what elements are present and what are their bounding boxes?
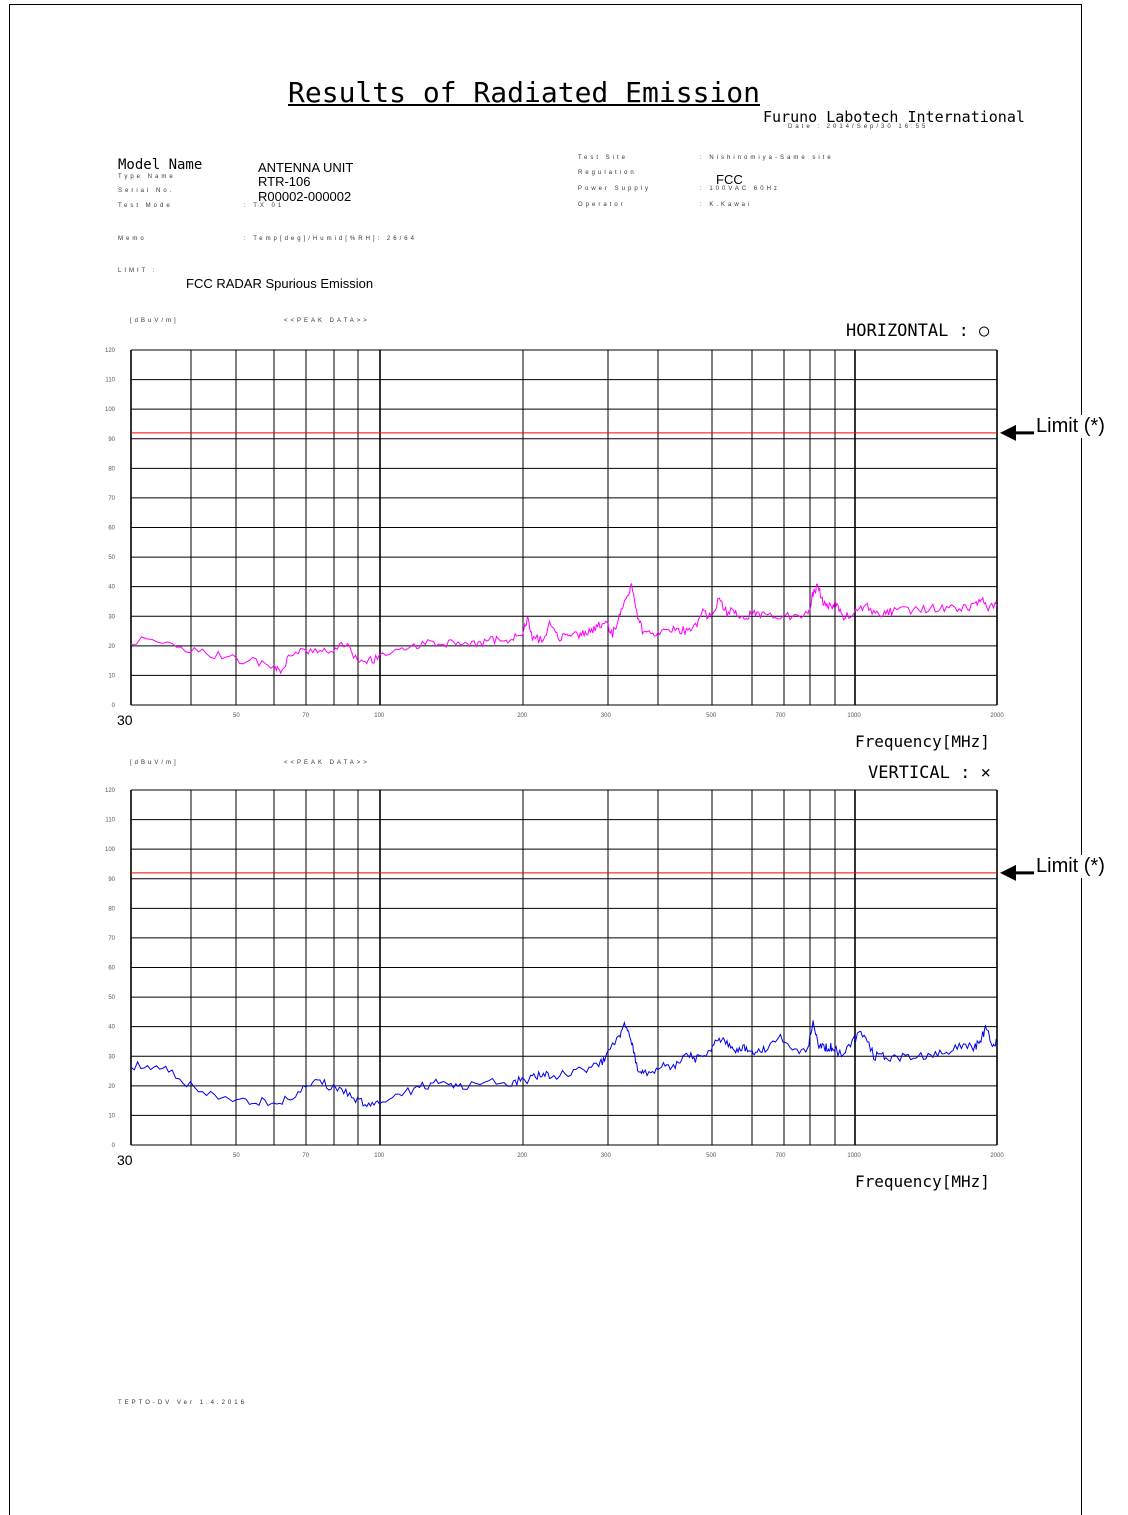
memo-value: : Temp[deg]/Humid[%RH]: 26/64 bbox=[244, 236, 417, 242]
side-rule-2 bbox=[1081, 895, 1082, 1515]
chart2-x-tick-label: 300 bbox=[601, 1153, 612, 1159]
chart1-x-tick-label: 30 bbox=[117, 712, 133, 728]
test-mode-value: : TX 01 bbox=[244, 203, 285, 209]
chart1-y-tick-label: 100 bbox=[105, 407, 116, 413]
chart1-polarization-label: HORIZONTAL : ○ bbox=[846, 321, 990, 341]
chart2-y-tick-label: 90 bbox=[108, 877, 115, 883]
chart2-x-tick-label: 30 bbox=[117, 1152, 133, 1168]
chart2-y-tick-label: 40 bbox=[108, 1025, 115, 1031]
chart1-y-tick-label: 0 bbox=[112, 703, 116, 709]
chart1-x-tick-label: 100 bbox=[374, 713, 385, 719]
regulation-value: FCC bbox=[716, 172, 743, 187]
chart2-unit-label: [dBuV/m] bbox=[130, 760, 179, 766]
chart1-y-tick-label: 110 bbox=[105, 378, 115, 384]
chart2-y-tick-label: 20 bbox=[108, 1084, 115, 1090]
memo-label: Memo bbox=[118, 236, 147, 242]
chart1-x-tick-label: 700 bbox=[776, 713, 787, 719]
chart1-y-tick-label: 60 bbox=[108, 526, 115, 532]
company-name: Furuno Labotech International bbox=[763, 108, 1025, 126]
limit-label: LIMIT : bbox=[118, 268, 158, 274]
page-title: Results of Radiated Emission bbox=[288, 76, 761, 109]
test-site-label: Test Site bbox=[578, 155, 629, 161]
chart2-limit-arrow-head bbox=[1000, 864, 1016, 881]
chart1-xlabel: Frequency[MHz] bbox=[855, 732, 990, 751]
date-line: Date : 2014/Sep/30 16:55 bbox=[788, 124, 929, 130]
chart1-y-tick-label: 120 bbox=[105, 348, 116, 354]
limit-value: FCC RADAR Spurious Emission bbox=[186, 276, 374, 291]
chart1-y-tick-label: 80 bbox=[108, 466, 115, 472]
chart1-x-tick-label: 2000 bbox=[990, 713, 1004, 719]
chart1-x-tick-label: 70 bbox=[302, 713, 309, 719]
chart1-x-tick-label: 500 bbox=[706, 713, 717, 719]
chart2-x-tick-label: 50 bbox=[233, 1153, 240, 1159]
chart2-y-tick-label: 110 bbox=[105, 818, 115, 824]
operator-value: : K.Kawai bbox=[700, 202, 753, 208]
chart2-peak-label: <<PEAK DATA>> bbox=[284, 760, 370, 766]
chart2-x-tick-label: 1000 bbox=[847, 1153, 861, 1159]
chart1-y-tick-label: 30 bbox=[108, 614, 115, 620]
chart1-y-tick-label: 90 bbox=[108, 437, 115, 443]
chart2-x-tick-label: 200 bbox=[517, 1153, 528, 1159]
chart1-peak-label: <<PEAK DATA>> bbox=[284, 318, 370, 324]
chart2-y-tick-label: 50 bbox=[108, 995, 115, 1001]
chart2-x-tick-label: 500 bbox=[706, 1153, 717, 1159]
chart2-y-tick-label: 0 bbox=[112, 1143, 116, 1149]
model-name-value: ANTENNA UNIT bbox=[258, 160, 354, 175]
operator-label: Operator bbox=[578, 202, 626, 208]
test-site-value: : Nishinomiya-Same site bbox=[700, 155, 834, 161]
chart2-y-tick-label: 60 bbox=[108, 966, 115, 972]
chart2-x-tick-label: 700 bbox=[776, 1153, 787, 1159]
chart1-y-tick-label: 70 bbox=[108, 496, 115, 502]
chart2-y-tick-label: 100 bbox=[105, 847, 116, 853]
power-supply-label: Power Supply bbox=[578, 186, 652, 192]
power-supply-value: : 100VAC 60Hz bbox=[700, 186, 780, 192]
regulation-label: Regulation bbox=[578, 170, 637, 176]
serial-label: Serial No. bbox=[118, 188, 175, 194]
chart1-x-tick-label: 200 bbox=[517, 713, 528, 719]
chart2-limit-annotation: Limit (*) bbox=[1034, 855, 1107, 878]
chart2-x-tick-label: 100 bbox=[374, 1153, 385, 1159]
chart1-series-horizontal bbox=[130, 582, 998, 675]
chart1-y-tick-label: 10 bbox=[108, 673, 115, 679]
chart1-x-tick-label: 1000 bbox=[847, 713, 861, 719]
chart2-y-tick-label: 10 bbox=[108, 1113, 115, 1119]
type-name-value: RTR-106 bbox=[258, 174, 311, 189]
chart2-polarization-label: VERTICAL : × bbox=[868, 763, 991, 783]
chart1-limit-arrow-head bbox=[1000, 424, 1016, 441]
test-mode-label: Test Mode bbox=[118, 203, 173, 209]
serial-value: R00002-000002 bbox=[258, 189, 352, 204]
chart1-x-tick-label: 50 bbox=[233, 713, 240, 719]
chart1-y-tick-label: 40 bbox=[108, 585, 115, 591]
chart2-x-tick-label: 2000 bbox=[990, 1153, 1004, 1159]
chart1-y-tick-label: 20 bbox=[108, 644, 115, 650]
footer-version: TEPTO-DV Ver 1.4.2016 bbox=[118, 1400, 247, 1406]
chart1-x-tick-label: 300 bbox=[601, 713, 612, 719]
chart2-y-tick-label: 30 bbox=[108, 1054, 115, 1060]
chart2-y-tick-label: 70 bbox=[108, 936, 115, 942]
chart2-xlabel: Frequency[MHz] bbox=[855, 1172, 990, 1191]
chart2-series-vertical bbox=[130, 1020, 998, 1108]
chart2-x-tick-label: 70 bbox=[302, 1153, 309, 1159]
chart1-unit-label: [dBuV/m] bbox=[130, 318, 179, 324]
chart1-limit-annotation: Limit (*) bbox=[1034, 415, 1107, 438]
chart2-y-tick-label: 80 bbox=[108, 906, 115, 912]
type-name-label: Type Name bbox=[118, 174, 176, 180]
side-rule-1 bbox=[1081, 455, 1082, 785]
chart2-y-tick-label: 120 bbox=[105, 788, 116, 794]
model-name-label: Model Name bbox=[118, 157, 203, 173]
chart1-y-tick-label: 50 bbox=[108, 555, 115, 561]
